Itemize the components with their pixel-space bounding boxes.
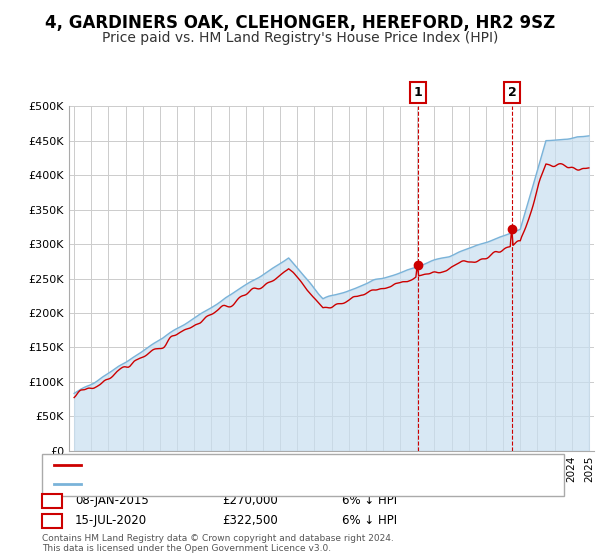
Text: 2: 2 <box>508 86 517 99</box>
Text: 15-JUL-2020: 15-JUL-2020 <box>75 514 147 527</box>
Text: £322,500: £322,500 <box>222 514 278 527</box>
Text: 1: 1 <box>413 86 422 99</box>
Text: 2: 2 <box>47 514 56 527</box>
Text: 4, GARDINERS OAK, CLEHONGER, HEREFORD, HR2 9SZ: 4, GARDINERS OAK, CLEHONGER, HEREFORD, H… <box>45 14 555 32</box>
Text: 08-JAN-2015: 08-JAN-2015 <box>75 494 149 507</box>
Text: 6% ↓ HPI: 6% ↓ HPI <box>342 514 397 527</box>
Text: HPI: Average price, detached house, Herefordshire: HPI: Average price, detached house, Here… <box>87 479 370 489</box>
Text: Contains HM Land Registry data © Crown copyright and database right 2024.
This d: Contains HM Land Registry data © Crown c… <box>42 534 394 553</box>
Text: £270,000: £270,000 <box>222 494 278 507</box>
Text: 4, GARDINERS OAK, CLEHONGER, HEREFORD, HR2 9SZ (detached house): 4, GARDINERS OAK, CLEHONGER, HEREFORD, H… <box>87 460 497 470</box>
Text: 1: 1 <box>47 494 56 507</box>
Text: 6% ↓ HPI: 6% ↓ HPI <box>342 494 397 507</box>
Text: Price paid vs. HM Land Registry's House Price Index (HPI): Price paid vs. HM Land Registry's House … <box>102 31 498 45</box>
